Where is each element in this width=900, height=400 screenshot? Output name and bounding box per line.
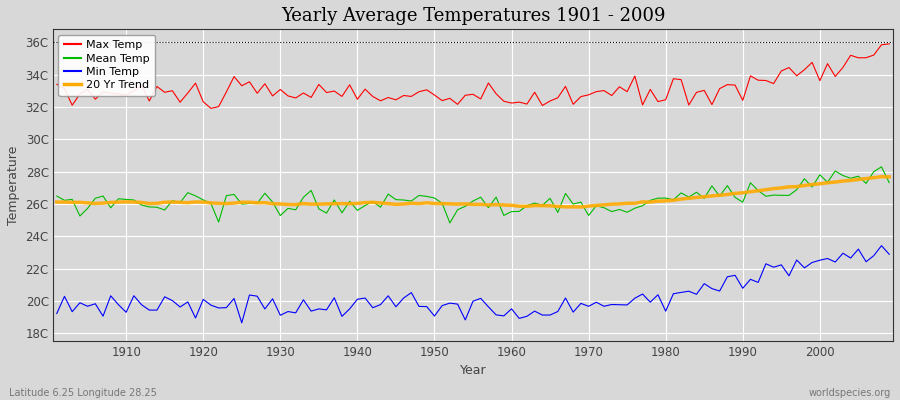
Text: Latitude 6.25 Longitude 28.25: Latitude 6.25 Longitude 28.25 [9, 388, 157, 398]
Legend: Max Temp, Mean Temp, Min Temp, 20 Yr Trend: Max Temp, Mean Temp, Min Temp, 20 Yr Tre… [58, 35, 156, 96]
X-axis label: Year: Year [460, 364, 486, 377]
Text: worldspecies.org: worldspecies.org [809, 388, 891, 398]
Title: Yearly Average Temperatures 1901 - 2009: Yearly Average Temperatures 1901 - 2009 [281, 7, 665, 25]
Y-axis label: Temperature: Temperature [7, 146, 20, 225]
